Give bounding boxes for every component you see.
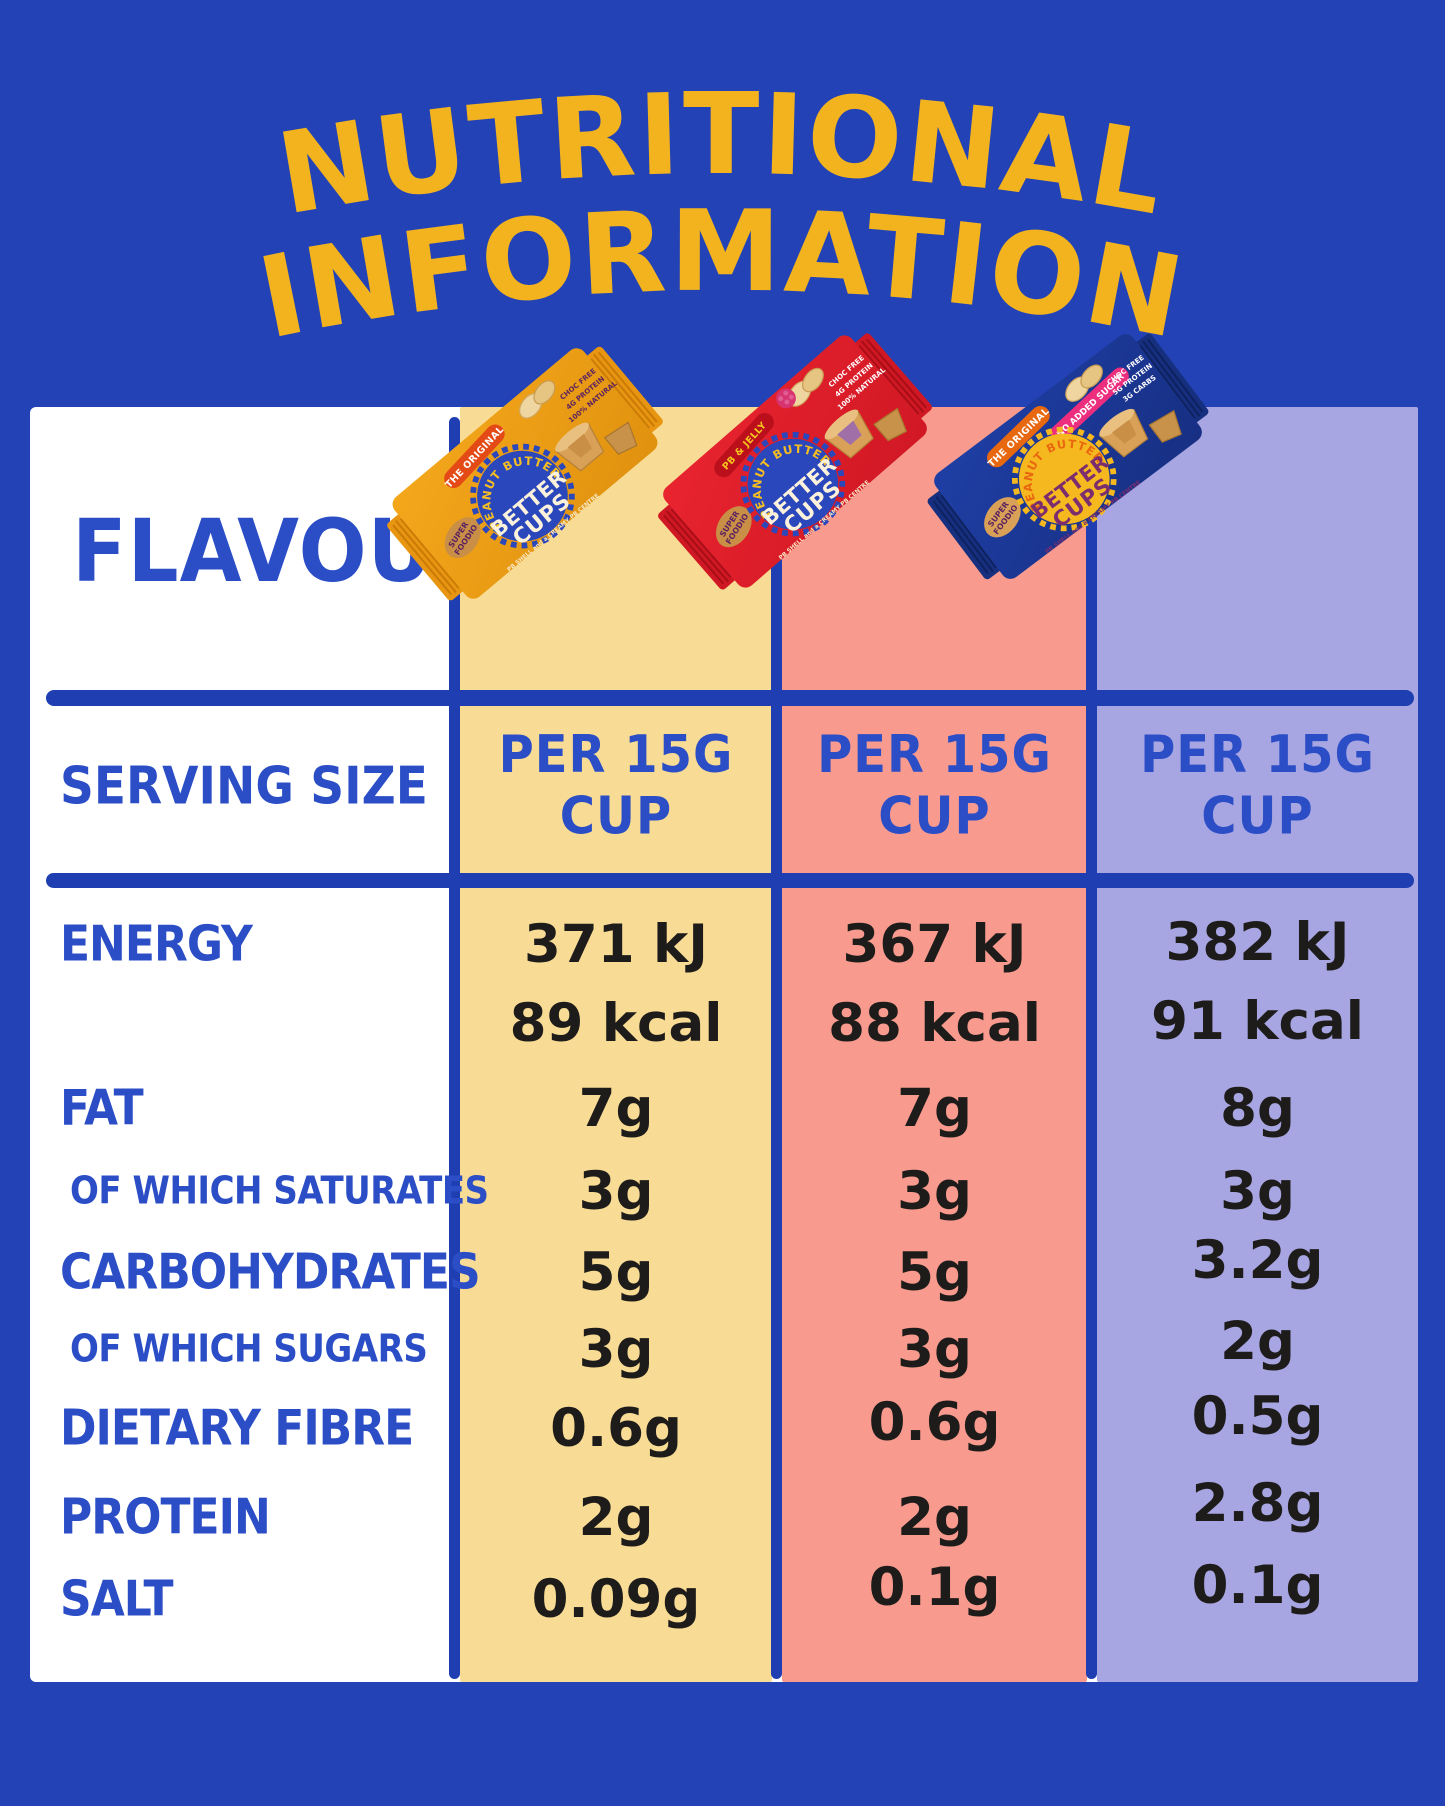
nutrient-value: 367 kJ — [842, 913, 1027, 975]
table-row: FAT 7g 7g 8g — [30, 1068, 1418, 1148]
serving-header-the-original: PER 15G CUP — [460, 724, 772, 847]
serving-line-2: CUP — [559, 786, 673, 847]
vertical-divider — [1086, 417, 1097, 1679]
nutrition-table: FLAVOUR SERVING SIZE PER 15G CUP PER 15G… — [30, 407, 1418, 1682]
table-row: PROTEIN 2g 2g 2.8g — [30, 1473, 1418, 1557]
nutrient-label: OF WHICH SATURATES — [70, 1168, 489, 1214]
raspberry-graphic — [776, 388, 796, 409]
nutrient-value: 2g — [897, 1486, 972, 1548]
nutrient-label: FAT — [60, 1079, 144, 1137]
table-row: 89 kcal 88 kcal 91 kcal — [30, 983, 1418, 1063]
page-title: NUTRITIONAL INFORMATION — [249, 70, 1192, 360]
product-pack-the-original-image: THE ORIGINAL CHOC FREE 4G PROTEIN 100% NAT… — [367, 323, 682, 623]
nutrient-value: 89 kcal — [509, 992, 723, 1054]
serving-line-2: CUP — [878, 786, 991, 847]
nutrient-label: ENERGY — [60, 915, 253, 973]
column-bg-no-added-sugar — [1097, 407, 1418, 1682]
brand-seal: SUPER FOODIO — [715, 506, 752, 548]
nutrient-label: PROTEIN — [60, 1488, 271, 1546]
horizontal-divider — [46, 873, 1414, 888]
table-row: DIETARY FIBRE 0.6g 0.6g 0.5g — [30, 1385, 1418, 1468]
peanut-graphic — [1065, 364, 1103, 402]
nutrient-value: 0.1g — [1191, 1554, 1324, 1616]
nutrient-value: 382 kJ — [1165, 911, 1350, 973]
serving-line-2: CUP — [1201, 786, 1314, 847]
serving-line-1: PER 15G — [1140, 724, 1375, 785]
nutrient-value: 3g — [1220, 1160, 1295, 1222]
nutrient-value: 8g — [1220, 1077, 1295, 1139]
column-bg-pb-and-jelly — [782, 407, 1087, 1682]
nutrient-label: DIETARY FIBRE — [60, 1399, 414, 1457]
serving-line-1: PER 15G — [817, 724, 1052, 785]
vertical-divider — [771, 417, 782, 1679]
table-row: CARBOHYDRATES 5g 5g 3.2g — [30, 1229, 1418, 1312]
nutrient-value: 0.6g — [868, 1391, 1001, 1453]
table-row: OF WHICH SUGARS 3g 3g 2g — [30, 1309, 1418, 1389]
cups-photo — [1098, 408, 1182, 458]
serving-line-1: PER 15G — [498, 724, 734, 785]
nutrient-value: 0.5g — [1191, 1385, 1324, 1447]
nutrient-value: 7g — [897, 1077, 972, 1139]
nutrient-value: 5g — [897, 1241, 972, 1303]
horizontal-divider — [46, 690, 1414, 706]
nutrient-value: 7g — [578, 1077, 654, 1139]
nutrient-value: 5g — [578, 1241, 654, 1303]
nutrient-value: 3.2g — [1191, 1229, 1324, 1291]
column-bg-the-original — [460, 407, 772, 1682]
nutrient-value: 0.6g — [550, 1397, 682, 1459]
nutrient-value: 3g — [578, 1318, 654, 1380]
nutrient-value: 0.09g — [531, 1568, 701, 1630]
serving-size-row-label: SERVING SIZE — [60, 756, 428, 817]
nutrient-label: OF WHICH SUGARS — [70, 1326, 428, 1372]
nutrient-value: 2g — [1220, 1310, 1295, 1372]
nutrient-label: CARBOHYDRATES — [60, 1243, 481, 1301]
nutrient-value: 371 kJ — [523, 913, 709, 975]
product-pack-pb-and-jelly-image: PB & JELLY CHOC FREE 4G PROTEIN 100% NATUR… — [638, 310, 952, 612]
nutrient-value: 2.8g — [1191, 1472, 1324, 1534]
cups-photo — [554, 421, 638, 472]
cups-photo — [824, 407, 908, 459]
table-row: SALT 0.09g 0.1g 0.1g — [30, 1555, 1418, 1639]
table-row: OF WHICH SATURATES 3g 3g 3g — [30, 1151, 1418, 1231]
table-row: ENERGY 371 kJ 367 kJ 382 kJ — [30, 904, 1418, 984]
peanut-graphic — [518, 380, 556, 419]
vertical-divider — [449, 417, 460, 1679]
nutrient-label: SALT — [60, 1570, 174, 1628]
nutrient-value: 0.1g — [868, 1556, 1001, 1618]
nutrient-value: 3g — [897, 1160, 972, 1222]
nutrient-value: 3g — [897, 1318, 972, 1380]
serving-header-pb-and-jelly: PER 15G CUP — [782, 724, 1087, 847]
nutrient-value: 88 kcal — [828, 992, 1041, 1054]
nutrient-value: 3g — [578, 1160, 654, 1222]
nutrient-value: 2g — [578, 1486, 654, 1548]
nutrient-value: 91 kcal — [1151, 990, 1364, 1052]
serving-header-no-added-sugar: PER 15G CUP — [1097, 724, 1418, 847]
